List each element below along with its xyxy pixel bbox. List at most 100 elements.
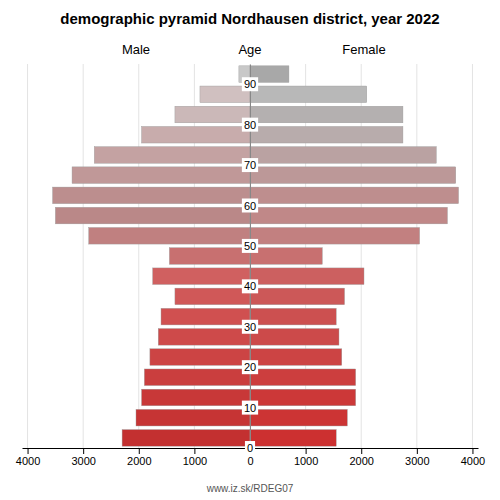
y-tick-label-background bbox=[242, 198, 258, 212]
y-tick-label: 0 bbox=[247, 442, 253, 454]
x-axis-line bbox=[251, 448, 479, 449]
bar bbox=[250, 349, 342, 366]
x-axis: 0 1000 2000 3000 4000 bbox=[247, 448, 485, 467]
bar bbox=[250, 187, 459, 204]
y-tick-label-background bbox=[245, 441, 255, 455]
y-tick-label: 70 bbox=[244, 159, 256, 171]
bar bbox=[250, 147, 436, 164]
y-axis-title: Age bbox=[238, 42, 261, 57]
y-tick: 10 bbox=[242, 401, 258, 415]
x-tick: 3000 bbox=[71, 448, 95, 467]
grid bbox=[28, 64, 473, 448]
bar bbox=[175, 106, 250, 123]
bar bbox=[122, 430, 250, 447]
x-tick-mark bbox=[83, 448, 84, 454]
y-tick: 90 bbox=[242, 77, 258, 91]
grid-line bbox=[138, 64, 139, 448]
bars bbox=[53, 66, 459, 446]
y-tick: 0 bbox=[245, 441, 255, 455]
bar bbox=[161, 308, 250, 325]
chart: 1000 2000 3000 4000 0 1000 2000 3000 4000 0 10 20 30… bbox=[0, 0, 500, 500]
x-tick-mark bbox=[417, 448, 418, 454]
y-tick: 70 bbox=[242, 158, 258, 172]
x-tick: 4000 bbox=[461, 448, 485, 467]
y-tick: 40 bbox=[242, 279, 258, 293]
y-tick-label: 90 bbox=[244, 78, 256, 90]
x-tick-mark bbox=[28, 448, 29, 454]
footer: www.iz.sk/RDEG07 bbox=[206, 483, 294, 494]
bar bbox=[136, 409, 250, 426]
y-tick-label: 30 bbox=[244, 321, 256, 333]
x-tick-mark bbox=[472, 448, 473, 454]
x-tick-label: 4000 bbox=[16, 455, 40, 467]
y-tick: 80 bbox=[242, 118, 258, 132]
bar bbox=[250, 167, 456, 184]
bar bbox=[250, 86, 367, 103]
y-tick-label: 20 bbox=[244, 361, 256, 373]
y-tick-label-background bbox=[242, 239, 258, 253]
y-tick-label-background bbox=[242, 360, 258, 374]
bar bbox=[89, 228, 250, 245]
y-tick: 20 bbox=[242, 360, 258, 374]
y-tick-label-background bbox=[242, 118, 258, 132]
y-tick: 30 bbox=[242, 320, 258, 334]
bar bbox=[153, 268, 250, 285]
y-tick-label: 50 bbox=[244, 240, 256, 252]
x-tick-mark bbox=[306, 448, 307, 454]
bar bbox=[55, 207, 250, 224]
y-tick-label: 10 bbox=[244, 402, 256, 414]
x-tick-label: 3000 bbox=[71, 455, 95, 467]
y-tick-label-background bbox=[242, 401, 258, 415]
y-tick: 50 bbox=[242, 239, 258, 253]
bar bbox=[250, 430, 336, 447]
bar bbox=[250, 268, 364, 285]
x-tick: 4000 bbox=[16, 448, 40, 467]
bar bbox=[250, 389, 356, 406]
x-tick-label: 1000 bbox=[294, 455, 318, 467]
bar bbox=[250, 126, 403, 143]
bar bbox=[169, 248, 250, 265]
bar bbox=[250, 248, 322, 265]
x-tick: 2000 bbox=[349, 448, 373, 467]
series-header: Female bbox=[342, 42, 385, 57]
grid-line bbox=[472, 64, 473, 448]
bar bbox=[250, 369, 356, 386]
x-tick: 1000 bbox=[294, 448, 318, 467]
bar bbox=[142, 389, 250, 406]
grid-line bbox=[416, 64, 417, 448]
bar bbox=[250, 106, 403, 123]
bar bbox=[175, 288, 250, 305]
bar bbox=[53, 187, 250, 204]
x-tick-label: 3000 bbox=[405, 455, 429, 467]
x-tick: 1000 bbox=[183, 448, 207, 467]
grid-line bbox=[27, 64, 28, 448]
y-tick-label: 40 bbox=[244, 280, 256, 292]
bar bbox=[250, 409, 347, 426]
bar bbox=[250, 308, 336, 325]
x-axis-line bbox=[23, 448, 251, 449]
y-tick-label-background bbox=[242, 158, 258, 172]
x-axis: 1000 2000 3000 4000 bbox=[16, 448, 251, 467]
grid-line bbox=[83, 64, 84, 448]
y-tick-label-background bbox=[242, 77, 258, 91]
bar bbox=[72, 167, 250, 184]
y-tick-label: 60 bbox=[244, 199, 256, 211]
x-tick-label: 0 bbox=[247, 455, 253, 467]
series-header: Male bbox=[122, 42, 150, 57]
bar bbox=[150, 349, 250, 366]
x-tick-label: 2000 bbox=[127, 455, 151, 467]
x-tick: 2000 bbox=[127, 448, 151, 467]
x-tick: 3000 bbox=[405, 448, 429, 467]
bar bbox=[250, 288, 345, 305]
x-tick-label: 4000 bbox=[461, 455, 485, 467]
y-axis: 0 10 20 30 40 50 60 70 80 90 bbox=[242, 65, 258, 456]
y-tick-label-background bbox=[242, 279, 258, 293]
x-tick-label: 1000 bbox=[183, 455, 207, 467]
y-tick-label-background bbox=[242, 320, 258, 334]
y-tick: 60 bbox=[242, 198, 258, 212]
title: demographic pyramid Nordhausen district,… bbox=[60, 10, 439, 27]
bar bbox=[250, 207, 447, 224]
bar bbox=[158, 329, 250, 346]
bar bbox=[250, 228, 420, 245]
bar bbox=[144, 369, 250, 386]
